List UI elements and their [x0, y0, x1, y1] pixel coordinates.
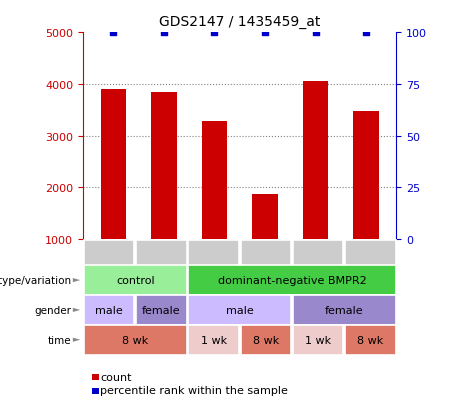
- Point: [312, 30, 319, 36]
- Point: [160, 30, 167, 36]
- Text: female: female: [142, 305, 181, 315]
- Point: [110, 30, 117, 36]
- Text: male: male: [226, 305, 254, 315]
- Bar: [252, 195, 278, 240]
- Text: control: control: [116, 275, 154, 285]
- Text: genotype/variation: genotype/variation: [0, 275, 71, 285]
- Text: 8 wk: 8 wk: [253, 335, 279, 345]
- Text: 1 wk: 1 wk: [305, 335, 331, 345]
- Bar: [354, 112, 379, 240]
- Text: female: female: [325, 305, 364, 315]
- Bar: [151, 93, 177, 240]
- Bar: [202, 122, 227, 240]
- Point: [362, 30, 370, 36]
- Text: dominant-negative BMPR2: dominant-negative BMPR2: [218, 275, 366, 285]
- Text: percentile rank within the sample: percentile rank within the sample: [100, 385, 289, 395]
- Bar: [100, 90, 126, 240]
- Text: count: count: [100, 372, 132, 382]
- Text: time: time: [48, 335, 71, 345]
- Text: 8 wk: 8 wk: [357, 335, 384, 345]
- Point: [211, 30, 218, 36]
- Text: gender: gender: [35, 305, 71, 315]
- Title: GDS2147 / 1435459_at: GDS2147 / 1435459_at: [159, 15, 320, 29]
- Point: [261, 30, 269, 36]
- Bar: [303, 82, 328, 240]
- Text: male: male: [95, 305, 123, 315]
- Text: 8 wk: 8 wk: [122, 335, 148, 345]
- Text: 1 wk: 1 wk: [201, 335, 227, 345]
